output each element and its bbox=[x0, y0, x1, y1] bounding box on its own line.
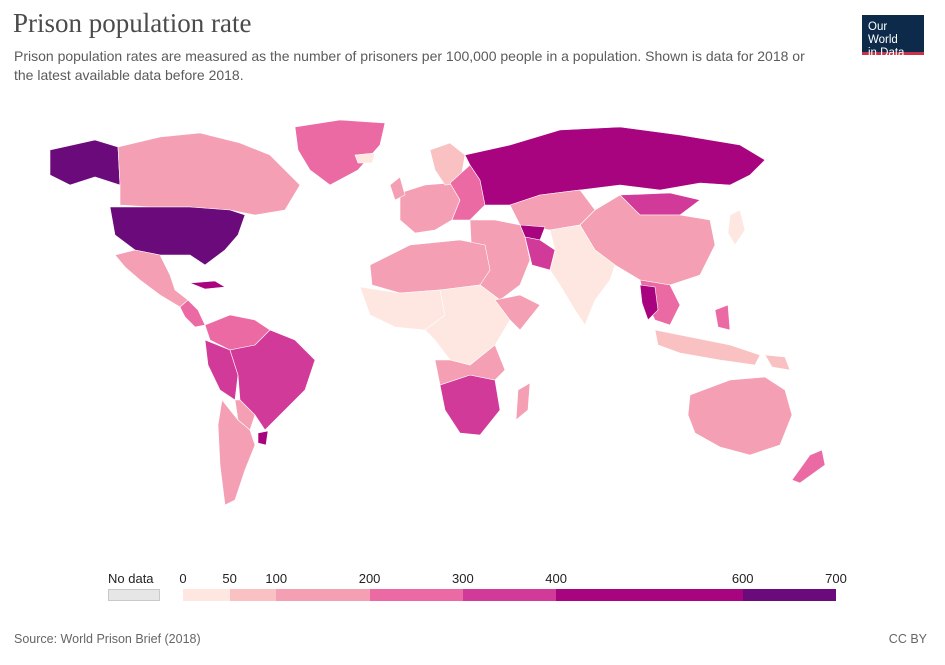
chart-subtitle: Prison population rates are measured as … bbox=[14, 48, 805, 83]
chart-title: Prison population rate bbox=[13, 8, 252, 38]
region-russia[interactable] bbox=[464, 126, 766, 206]
region-argentina-chile[interactable] bbox=[217, 399, 256, 506]
region-central-america[interactable] bbox=[179, 299, 206, 328]
region-greenland[interactable] bbox=[294, 119, 386, 186]
legend-bin-100-200[interactable] bbox=[276, 589, 370, 601]
legend-bin-200-300[interactable] bbox=[369, 589, 463, 601]
region-australia[interactable] bbox=[687, 376, 793, 456]
region-japan[interactable] bbox=[727, 209, 746, 246]
region-new-zealand[interactable] bbox=[791, 449, 826, 484]
legend-tick-label: 0 bbox=[179, 571, 187, 586]
legend-bin-400-600[interactable] bbox=[556, 589, 743, 601]
region-alaska[interactable] bbox=[49, 139, 121, 186]
legend-bin-0-50[interactable] bbox=[183, 589, 230, 601]
region-madagascar[interactable] bbox=[515, 382, 531, 421]
legend-tick-label: 300 bbox=[451, 571, 474, 586]
color-legend: No data 0 50 100 200 300 400 600 700 bbox=[0, 565, 945, 605]
region-north-africa[interactable] bbox=[369, 239, 491, 294]
legend-bin-300-400[interactable] bbox=[462, 589, 557, 601]
no-data-label: No data bbox=[108, 571, 154, 586]
region-philippines[interactable] bbox=[714, 304, 731, 331]
legend-tick-label: 700 bbox=[825, 571, 847, 586]
legend-tick-label: 400 bbox=[545, 571, 567, 586]
logo-line-2: in Data bbox=[868, 47, 905, 59]
region-bolivia[interactable] bbox=[234, 399, 256, 431]
region-iran[interactable] bbox=[524, 236, 556, 271]
legend-tick-label: 100 bbox=[265, 571, 288, 586]
legend-bin-600-700[interactable] bbox=[742, 589, 836, 601]
legend-tick-label: 50 bbox=[222, 571, 237, 586]
legend-tick-label: 200 bbox=[358, 571, 381, 586]
region-horn-africa[interactable] bbox=[494, 294, 541, 331]
region-mexico[interactable] bbox=[114, 249, 189, 308]
region-western-europe[interactable] bbox=[399, 182, 461, 234]
region-indonesia[interactable] bbox=[654, 329, 761, 366]
owid-logo[interactable]: Our World in Data bbox=[862, 15, 924, 59]
region-thailand[interactable] bbox=[639, 284, 659, 321]
region-png[interactable] bbox=[764, 354, 791, 371]
region-mid-south-africa[interactable] bbox=[434, 344, 506, 386]
region-uruguay[interactable] bbox=[257, 430, 269, 446]
region-india[interactable] bbox=[549, 224, 616, 326]
region-southern-africa[interactable] bbox=[439, 374, 501, 436]
source-text: Source: World Prison Brief (2018) bbox=[14, 632, 201, 646]
region-canada[interactable] bbox=[117, 132, 301, 216]
region-uk[interactable] bbox=[389, 176, 406, 201]
region-iceland[interactable] bbox=[354, 152, 376, 164]
legend-tick-label: 600 bbox=[731, 571, 754, 586]
legend-bin-50-100[interactable] bbox=[229, 589, 277, 601]
no-data-swatch[interactable] bbox=[108, 589, 160, 601]
world-map bbox=[49, 119, 826, 506]
region-brazil[interactable] bbox=[229, 329, 316, 431]
logo-line-1: Our World bbox=[868, 21, 898, 46]
region-cuba[interactable] bbox=[189, 280, 226, 290]
license-link[interactable]: CC BY bbox=[888, 632, 927, 646]
region-west-africa[interactable] bbox=[359, 286, 446, 331]
